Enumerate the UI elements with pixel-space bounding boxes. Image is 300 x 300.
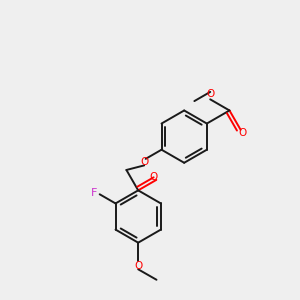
Text: O: O — [150, 172, 158, 182]
Text: O: O — [140, 158, 148, 167]
Text: F: F — [91, 188, 98, 198]
Text: O: O — [206, 89, 214, 99]
Text: O: O — [134, 261, 142, 271]
Text: O: O — [238, 128, 246, 138]
